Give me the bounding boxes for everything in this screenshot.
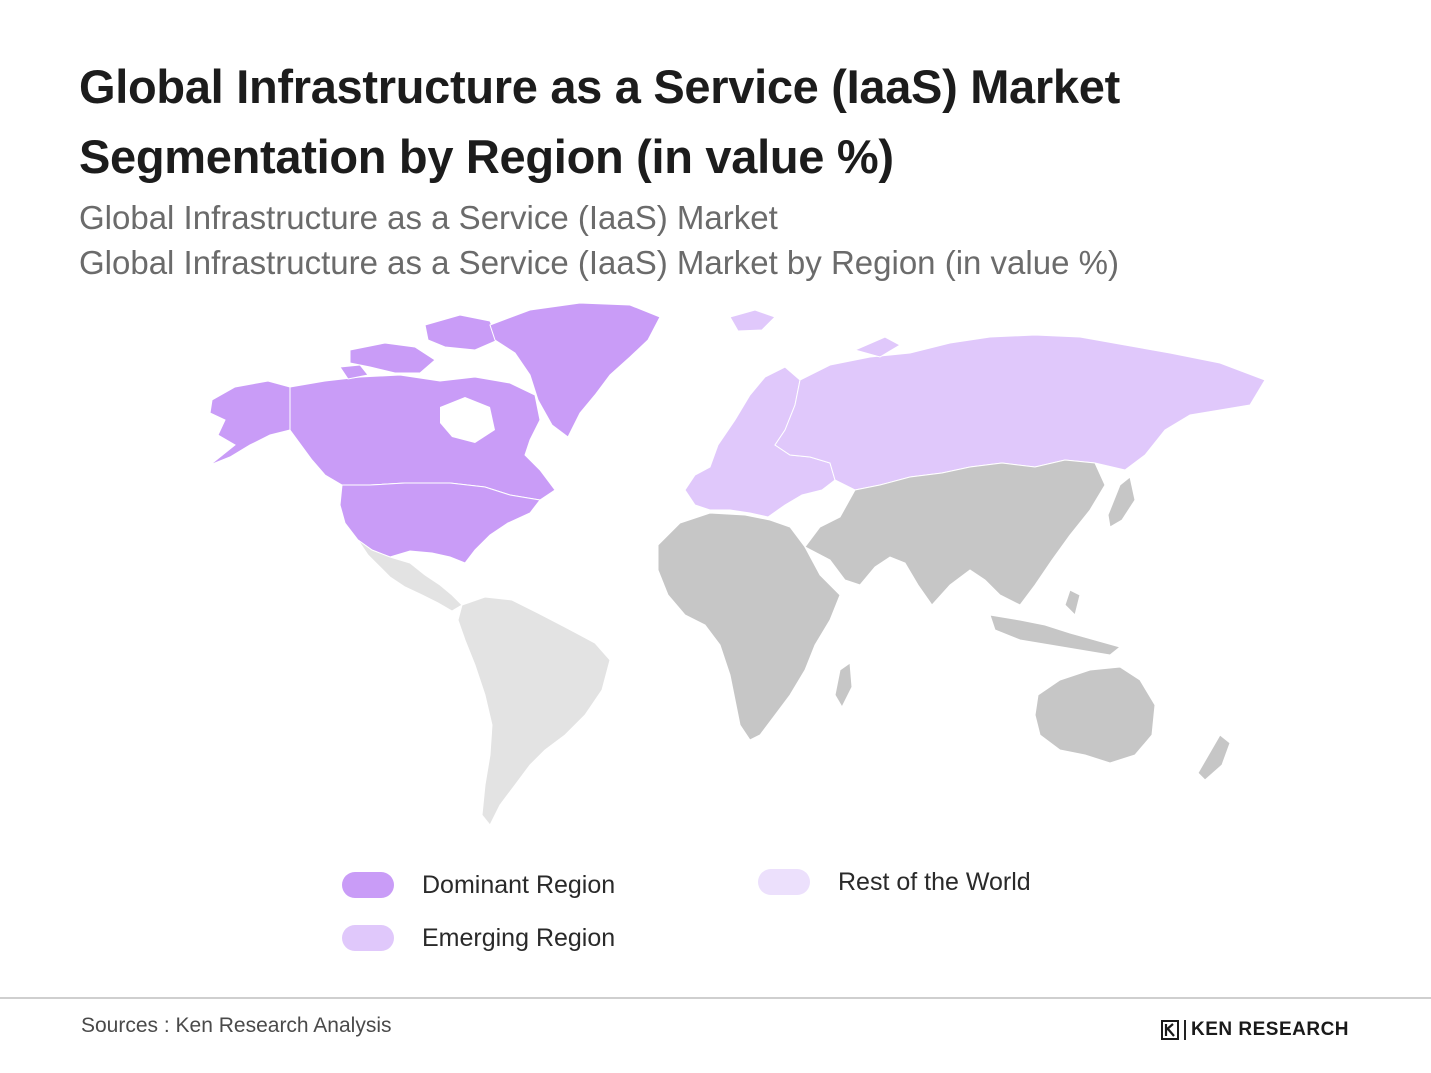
title-line-1: Global Infrastructure as a Service (IaaS…	[79, 60, 1120, 113]
page-title: Global Infrastructure as a Service (IaaS…	[79, 52, 1279, 192]
region-latin-america	[357, 539, 611, 826]
hudson-bay	[440, 397, 495, 443]
madagascar	[834, 662, 853, 709]
legend-swatch-emerging	[342, 925, 394, 951]
world-map	[209, 302, 1266, 826]
svalbard-islands	[729, 309, 902, 358]
new-zealand	[1197, 734, 1231, 781]
russia	[774, 334, 1266, 491]
legend-item-rest: Rest of the World	[758, 865, 1031, 899]
southeast-asia-islands	[989, 589, 1122, 656]
subtitle-line-2: Global Infrastructure as a Service (IaaS…	[79, 244, 1119, 281]
mexico-central-america	[357, 539, 463, 612]
brand-name: KEN RESEARCH	[1191, 1019, 1350, 1040]
ken-research-logo-icon	[1161, 1020, 1179, 1040]
legend-label-emerging: Emerging Region	[422, 923, 616, 952]
sources-note: Sources : Ken Research Analysis	[81, 1014, 392, 1037]
greenland	[489, 302, 661, 438]
middle-east-asia	[804, 459, 1106, 606]
australia	[1034, 666, 1156, 764]
arctic-islands	[339, 314, 499, 380]
legend-item-emerging: Emerging Region	[342, 921, 615, 955]
japan	[1107, 476, 1136, 528]
brand-separator	[1184, 1020, 1186, 1040]
canada	[289, 374, 556, 501]
region-europe-russia	[684, 309, 1266, 518]
alaska	[209, 380, 291, 466]
south-america	[457, 596, 611, 826]
subtitle-line-1: Global Infrastructure as a Service (IaaS…	[79, 199, 778, 236]
legend-swatch-rest	[758, 869, 810, 895]
region-rest-grey	[657, 459, 1231, 781]
africa	[657, 512, 841, 741]
legend-item-dominant: Dominant Region	[342, 868, 615, 902]
legend-label-dominant: Dominant Region	[422, 870, 616, 899]
brand-logo: KEN RESEARCH	[1160, 1016, 1349, 1044]
footer-divider	[0, 997, 1431, 999]
title-line-2: Segmentation by Region (in value %)	[79, 130, 894, 183]
region-north-america	[209, 302, 661, 564]
legend-label-rest: Rest of the World	[838, 867, 1031, 896]
legend-swatch-dominant	[342, 872, 394, 898]
